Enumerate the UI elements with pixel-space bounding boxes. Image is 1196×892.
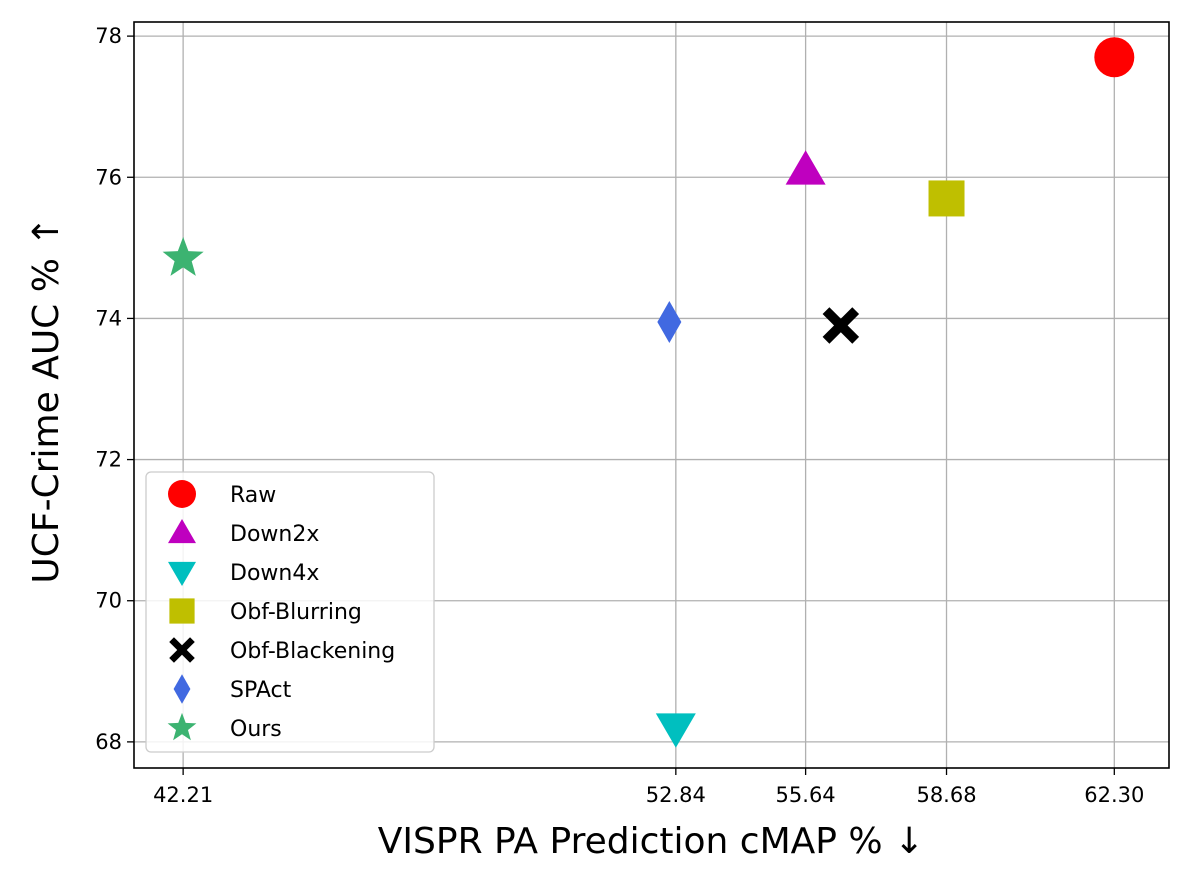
legend-label-down4x: Down4x bbox=[230, 561, 319, 586]
legend-marker-obf-blackening-bar bbox=[169, 637, 195, 663]
legend: Raw Down2x Down4x Obf-Blurring Obf-Blackenin… bbox=[145, 471, 435, 753]
data-point-obf-blackening-bar bbox=[822, 307, 860, 344]
data-point-obf-blurring bbox=[928, 180, 965, 217]
legend-marker-down2x bbox=[168, 519, 196, 544]
legend-marker-obf-blackening bbox=[169, 637, 195, 663]
legend-label-down2x: Down2x bbox=[230, 522, 319, 547]
y-tick-label: 70 bbox=[95, 589, 122, 613]
legend-label-obf-blurring: Obf-Blurring bbox=[230, 600, 362, 625]
legend-label-ours: Ours bbox=[230, 717, 282, 742]
legend-marker-obf-blurring bbox=[169, 598, 195, 624]
data-point-spact bbox=[657, 300, 682, 343]
x-tick-label: 52.84 bbox=[646, 783, 706, 807]
data-point-down2x bbox=[785, 150, 826, 185]
legend-label-obf-blackening: Obf-Blackening bbox=[230, 639, 395, 664]
legend-marker-ours bbox=[167, 712, 197, 741]
y-tick-label: 72 bbox=[95, 448, 122, 472]
plot-frame bbox=[133, 21, 1170, 769]
legend-marker-spact bbox=[173, 674, 191, 704]
data-point-raw bbox=[1094, 37, 1135, 78]
legend-box bbox=[145, 471, 435, 753]
legend-marker-raw bbox=[168, 480, 196, 508]
data-point-down4x bbox=[655, 713, 696, 748]
y-axis-label: UCF-Crime AUC % ↑ bbox=[26, 216, 67, 583]
y-tick-label: 78 bbox=[95, 24, 122, 48]
data-point-ours bbox=[162, 236, 204, 276]
x-axis-label: VISPR PA Prediction cMAP % ↓ bbox=[378, 821, 924, 862]
data-markers bbox=[162, 37, 1135, 748]
x-tick-label: 42.21 bbox=[153, 783, 213, 807]
y-tick-label: 74 bbox=[95, 306, 122, 330]
y-tick-label: 68 bbox=[95, 730, 122, 754]
y-tick-label: 76 bbox=[95, 165, 122, 189]
legend-marker-down4x bbox=[168, 561, 196, 586]
legend-label-raw: Raw bbox=[230, 483, 276, 508]
x-tick-label: 62.30 bbox=[1084, 783, 1144, 807]
legend-label-spact: SPAct bbox=[230, 678, 292, 703]
x-tick-label: 58.68 bbox=[916, 783, 976, 807]
data-point-obf-blackening bbox=[822, 307, 860, 344]
axis-ticks: 42.21 52.84 55.64 58.68 62.30 68 70 72 74 76 78 bbox=[95, 24, 1144, 807]
x-tick-label: 55.64 bbox=[776, 783, 836, 807]
